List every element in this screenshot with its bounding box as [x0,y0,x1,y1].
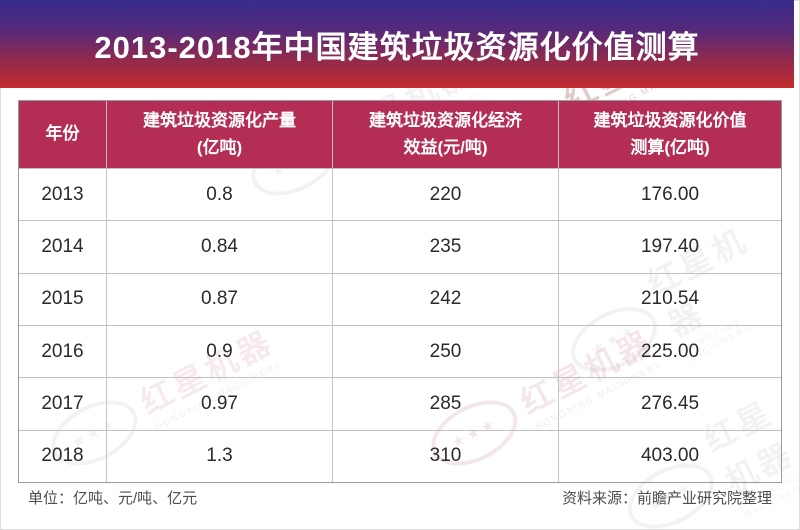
cell-year: 2013 [19,169,107,221]
cell-benefit: 250 [333,325,559,378]
cell-output: 0.8 [107,169,333,221]
cell-year: 2018 [19,430,107,482]
header-line: 建筑垃圾资源化产量 [143,111,296,131]
units-note: 单位：亿吨、元/吨、亿元 [28,490,198,507]
page-title: 2013-2018年中国建筑垃圾资源化价值测算 [94,29,700,65]
header-line: (亿吨) [196,137,243,157]
header-line: 建筑垃圾资源化经济 [369,111,522,131]
table-row: 2018 1.3 310 403.00 [19,429,781,482]
cell-output: 1.3 [107,430,333,482]
cell-output: 0.84 [107,221,333,273]
table-row: 2014 0.84 235 197.40 [19,220,781,273]
table-header-output: 建筑垃圾资源化产量 (亿吨) [107,101,333,168]
table-row: 2013 0.8 220 176.00 [19,168,781,221]
cell-value: 197.40 [640,235,700,257]
cell-year: 2017 [19,378,107,430]
cell-output: 0.97 [107,378,333,430]
cell-value: 403.00 [640,445,700,467]
cell-benefit: 235 [333,221,559,273]
cell-year: 2015 [19,273,107,325]
header-line: 年份 [45,124,80,144]
table-header-benefit: 建筑垃圾资源化经济 效益(元/吨) [333,101,559,168]
header-line: 效益(元/吨) [403,137,488,157]
table-row: 2015 0.87 242 210.54 [19,272,781,325]
header-line: 建筑垃圾资源化价值 [593,111,747,131]
cell-value: 176.00 [640,183,700,205]
cell-benefit: 242 [333,273,559,325]
cell-benefit: 310 [333,430,559,482]
cell-benefit: 220 [333,169,559,221]
cell-benefit: 285 [333,378,559,430]
cell-output: 0.9 [107,325,333,378]
header-line: 测算(亿吨) [630,137,710,157]
cell-value: 276.45 [640,392,700,414]
data-table: 年份 建筑垃圾资源化产量 (亿吨) 建筑垃圾资源化经济 效益(元/吨) 建筑垃圾… [18,100,782,483]
source-note: 资料来源：前瞻产业研究院整理 [561,490,772,507]
table-row: 2016 0.9 250 225.00 [19,324,781,378]
table-header-row: 年份 建筑垃圾资源化产量 (亿吨) 建筑垃圾资源化经济 效益(元/吨) 建筑垃圾… [19,101,781,168]
cell-value: 210.54 [640,288,700,310]
cell-year: 2014 [19,221,107,273]
table-header-year: 年份 [19,101,107,168]
cell-year: 2016 [19,325,107,378]
table-row: 2017 0.97 285 276.45 [19,377,781,430]
cell-value: 225.00 [640,340,700,362]
cell-output: 0.87 [107,273,333,325]
title-banner: 2013-2018年中国建筑垃圾资源化价值测算 [0,0,794,88]
footer: 单位：亿吨、元/吨、亿元 资料来源：前瞻产业研究院整理 [28,487,772,508]
table-header-value: 建筑垃圾资源化价值 测算(亿吨) [559,101,781,168]
